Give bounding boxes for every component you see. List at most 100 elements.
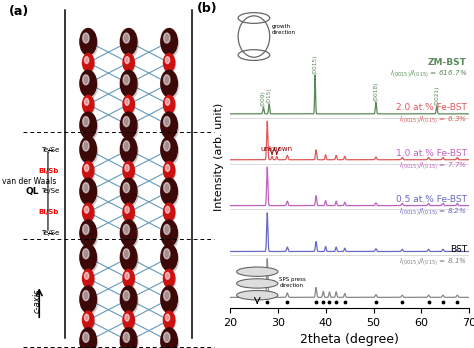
Text: (b): (b) <box>196 2 217 15</box>
Circle shape <box>81 330 98 348</box>
Circle shape <box>165 57 170 64</box>
Circle shape <box>162 31 179 57</box>
Circle shape <box>123 224 129 235</box>
Circle shape <box>83 271 95 289</box>
Circle shape <box>162 246 179 273</box>
Circle shape <box>123 141 129 151</box>
Circle shape <box>123 117 129 127</box>
Circle shape <box>83 55 95 73</box>
Text: Bi/Sb: Bi/Sb <box>38 167 59 174</box>
Circle shape <box>80 112 97 139</box>
Circle shape <box>122 31 138 57</box>
Text: 2.0 at.% Fe-BST: 2.0 at.% Fe-BST <box>396 103 467 112</box>
Circle shape <box>161 29 177 55</box>
Circle shape <box>123 33 129 43</box>
Circle shape <box>165 165 170 172</box>
Circle shape <box>83 163 95 181</box>
Circle shape <box>125 98 129 105</box>
Circle shape <box>164 271 176 289</box>
Circle shape <box>164 161 175 180</box>
Text: $I_{(0015)}/I_{(015)}$ = 6.3%: $I_{(0015)}/I_{(015)}$ = 6.3% <box>399 114 467 125</box>
Circle shape <box>124 55 135 73</box>
Y-axis label: Intensity (arb. unit): Intensity (arb. unit) <box>214 102 224 211</box>
Circle shape <box>164 205 176 223</box>
Text: $I_{(0015)}/I_{(015)}$ = 616.7%: $I_{(0015)}/I_{(015)}$ = 616.7% <box>390 68 467 79</box>
Text: $I_{(0015)}/I_{(015)}$ = 8.1%: $I_{(0015)}/I_{(015)}$ = 8.1% <box>399 256 467 267</box>
Circle shape <box>123 291 129 301</box>
Text: ZM-BST: ZM-BST <box>428 57 467 66</box>
Text: $I_{(0015)}/I_{(015)}$ = 8.2%: $I_{(0015)}/I_{(015)}$ = 8.2% <box>399 206 467 217</box>
Circle shape <box>165 272 170 279</box>
Circle shape <box>161 136 177 163</box>
Text: Te/Se: Te/Se <box>41 230 59 236</box>
Text: c-axis: c-axis <box>33 289 42 313</box>
Text: (0021): (0021) <box>434 86 439 105</box>
Circle shape <box>123 183 129 193</box>
Circle shape <box>161 328 177 348</box>
Circle shape <box>164 75 170 85</box>
Circle shape <box>164 163 176 181</box>
Circle shape <box>164 203 175 221</box>
Circle shape <box>84 165 89 172</box>
Circle shape <box>81 114 98 141</box>
Circle shape <box>120 286 137 313</box>
Circle shape <box>122 222 138 248</box>
Circle shape <box>161 178 177 205</box>
Circle shape <box>82 291 89 301</box>
Ellipse shape <box>237 291 278 300</box>
Circle shape <box>162 288 179 315</box>
Circle shape <box>164 141 170 151</box>
Circle shape <box>162 330 179 348</box>
Circle shape <box>123 161 134 180</box>
Circle shape <box>164 33 170 43</box>
Text: van der Waals: van der Waals <box>2 177 56 186</box>
Circle shape <box>161 112 177 139</box>
Circle shape <box>82 161 94 180</box>
Circle shape <box>81 246 98 273</box>
Circle shape <box>84 57 89 64</box>
Circle shape <box>164 117 170 127</box>
Circle shape <box>120 112 137 139</box>
Circle shape <box>124 163 135 181</box>
Circle shape <box>82 95 94 113</box>
Text: SPS press
direction: SPS press direction <box>279 277 306 288</box>
Circle shape <box>164 54 175 72</box>
Circle shape <box>81 72 98 99</box>
Circle shape <box>84 98 89 105</box>
Circle shape <box>80 70 97 97</box>
Circle shape <box>124 97 135 115</box>
Circle shape <box>83 205 95 223</box>
Circle shape <box>125 165 129 172</box>
Circle shape <box>122 288 138 315</box>
Circle shape <box>161 244 177 271</box>
Circle shape <box>164 95 175 113</box>
Circle shape <box>82 224 89 235</box>
Circle shape <box>164 55 176 73</box>
Circle shape <box>84 272 89 279</box>
Circle shape <box>164 249 170 259</box>
Circle shape <box>123 311 134 329</box>
Circle shape <box>82 183 89 193</box>
Circle shape <box>123 269 134 287</box>
Circle shape <box>82 75 89 85</box>
Text: (0018): (0018) <box>374 82 378 101</box>
Circle shape <box>84 314 89 321</box>
Circle shape <box>120 29 137 55</box>
Circle shape <box>80 286 97 313</box>
Circle shape <box>83 97 95 115</box>
Circle shape <box>80 178 97 205</box>
Circle shape <box>124 271 135 289</box>
Text: 0.5 at.% Fe-BST: 0.5 at.% Fe-BST <box>396 195 467 204</box>
Circle shape <box>165 314 170 321</box>
Circle shape <box>125 272 129 279</box>
Circle shape <box>161 70 177 97</box>
Circle shape <box>164 269 175 287</box>
Circle shape <box>84 206 89 213</box>
Circle shape <box>82 311 94 329</box>
Circle shape <box>120 244 137 271</box>
Circle shape <box>122 330 138 348</box>
Text: Te/Se: Te/Se <box>41 147 59 153</box>
Circle shape <box>164 291 170 301</box>
Circle shape <box>80 220 97 246</box>
Text: BST: BST <box>450 245 467 254</box>
